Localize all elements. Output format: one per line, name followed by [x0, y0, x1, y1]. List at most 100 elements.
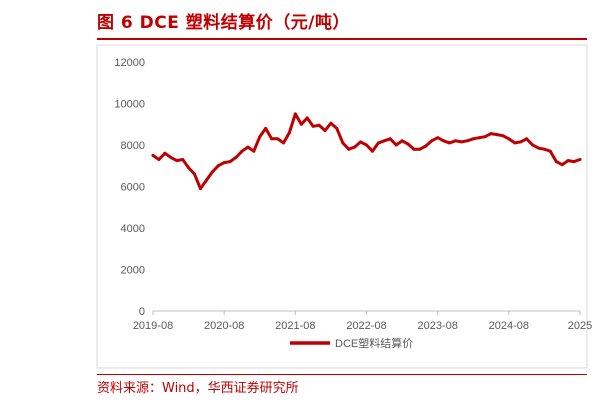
data-point — [513, 141, 517, 145]
series-line — [151, 112, 582, 191]
data-point — [323, 129, 327, 132]
title-divider — [97, 38, 587, 40]
y-tick-label: 4000 — [121, 223, 145, 235]
data-point — [359, 140, 363, 144]
data-point — [365, 143, 368, 147]
data-point — [187, 166, 191, 170]
data-point — [157, 158, 161, 161]
data-point — [501, 134, 505, 138]
source-note: 资料来源：Wind，华西证券研究所 — [97, 381, 299, 396]
data-point — [258, 135, 262, 139]
y-tick-label: 0 — [139, 306, 145, 318]
data-point — [430, 139, 434, 143]
data-point — [181, 158, 185, 161]
data-point — [240, 149, 244, 153]
y-tick-label: 12000 — [114, 57, 145, 69]
data-point — [554, 160, 558, 164]
data-point — [394, 143, 398, 147]
y-tick-label: 8000 — [121, 140, 145, 152]
data-point — [151, 153, 155, 157]
data-point — [370, 149, 374, 153]
data-point — [471, 137, 475, 141]
data-point — [388, 137, 392, 141]
data-point — [483, 135, 487, 139]
data-point — [418, 147, 422, 151]
data-point — [542, 147, 546, 151]
data-point — [317, 123, 321, 127]
data-point — [276, 137, 279, 141]
data-point — [193, 172, 196, 176]
data-point — [216, 164, 220, 168]
data-point — [347, 147, 351, 151]
data-point — [412, 147, 416, 151]
data-point — [560, 163, 564, 167]
data-point — [264, 126, 268, 130]
figure-title-row: 图 6 DCE 塑料结算价（元/吨） — [97, 8, 597, 34]
data-point — [400, 139, 404, 143]
y-tick-label: 6000 — [121, 182, 145, 194]
data-point — [222, 161, 226, 165]
x-tick-label: 2024-08 — [489, 320, 529, 332]
data-point — [495, 133, 499, 137]
data-point — [548, 149, 552, 153]
data-point — [507, 137, 511, 141]
data-point — [311, 124, 315, 128]
data-point — [454, 139, 457, 143]
data-point — [335, 126, 339, 130]
data-point — [299, 122, 303, 126]
data-point — [376, 141, 380, 145]
data-point — [448, 141, 451, 145]
x-tick-label: 2020-08 — [204, 320, 244, 332]
x-tick-label: 2022-08 — [346, 320, 386, 332]
data-point — [246, 145, 250, 149]
data-point — [572, 160, 576, 164]
legend: DCE塑料结算价 — [290, 336, 413, 350]
data-point — [210, 170, 214, 174]
data-point — [406, 142, 410, 146]
data-point — [442, 139, 446, 143]
data-point — [175, 159, 179, 163]
plot-area — [151, 112, 582, 191]
data-point — [566, 159, 570, 163]
x-tick-label: 2021-08 — [275, 320, 315, 332]
data-point — [477, 136, 481, 140]
data-point — [293, 112, 297, 116]
data-point — [270, 137, 274, 141]
data-point — [519, 140, 523, 144]
data-point — [252, 149, 256, 153]
x-axis: 2019-08 2020-08 2021-08 2022-08 2023-08 2024-… — [133, 310, 592, 332]
data-point — [169, 155, 173, 159]
data-point — [465, 139, 469, 143]
data-point — [424, 144, 428, 148]
data-point — [525, 137, 529, 141]
data-point — [459, 140, 463, 144]
figure-title: 图 6 DCE 塑料结算价（元/吨） — [97, 13, 350, 33]
x-tick-label: 2025 — [568, 320, 592, 332]
data-point — [436, 136, 440, 140]
y-tick-label: 2000 — [121, 265, 145, 277]
x-tick-label: 2023-08 — [417, 320, 457, 332]
data-point — [353, 145, 357, 149]
y-tick-label: 10000 — [114, 99, 145, 111]
data-point — [282, 141, 285, 145]
data-point — [537, 146, 540, 150]
x-tick-label: 2019-08 — [133, 320, 173, 332]
data-point — [489, 132, 493, 136]
data-point — [382, 139, 386, 143]
data-point — [329, 121, 333, 125]
data-point — [305, 116, 309, 120]
data-point — [234, 155, 238, 159]
legend-label: DCE塑料结算价 — [335, 336, 413, 350]
data-point — [204, 178, 208, 182]
data-point — [198, 187, 202, 191]
data-point — [163, 151, 167, 155]
data-point — [228, 160, 232, 164]
source-divider — [97, 374, 587, 375]
data-point — [287, 131, 291, 135]
data-point — [578, 158, 582, 161]
data-point — [531, 143, 535, 147]
data-point — [341, 141, 345, 145]
chart-frame — [96, 44, 588, 369]
y-axis: 0 2000 4000 6000 8000 10000 12000 — [114, 57, 145, 318]
